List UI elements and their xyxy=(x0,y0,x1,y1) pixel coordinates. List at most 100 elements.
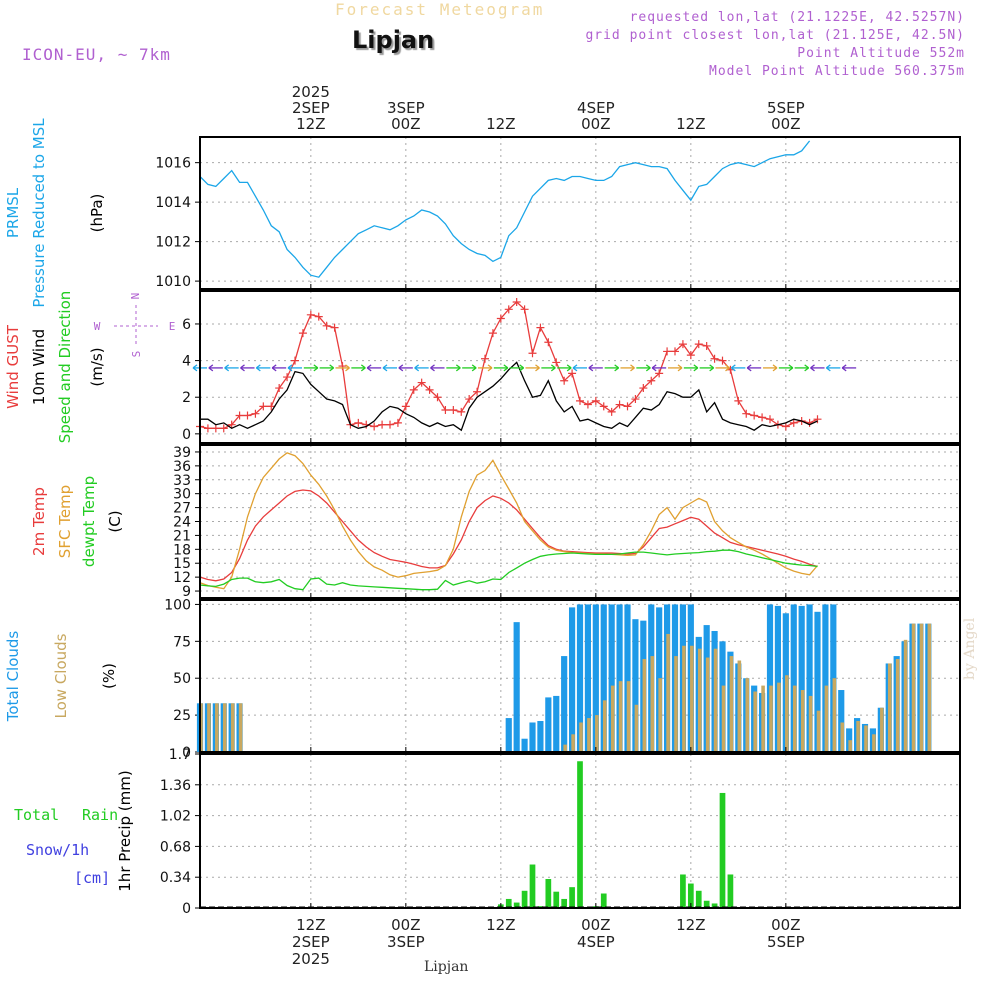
wind-direction-arrowhead-17 xyxy=(471,364,477,372)
wind-gust-marker-15 xyxy=(314,312,323,321)
wind-gust-marker-42 xyxy=(528,349,537,358)
clouds-bar-0-52 xyxy=(608,604,615,752)
clouds-bar-1-49 xyxy=(587,718,591,752)
wind-gust-marker-56 xyxy=(639,384,648,393)
pressure-label-2: (hPa) xyxy=(88,194,106,233)
wind-direction-arrowhead-27 xyxy=(630,364,635,372)
top-axis-label-0-1: 2SEP xyxy=(292,99,330,117)
precip-bar-0-15 xyxy=(680,874,686,908)
clouds-bar-1-66 xyxy=(721,685,726,752)
wind-gust-marker-61 xyxy=(678,340,687,349)
top-axis-label-3-1: 00Z xyxy=(581,115,610,133)
clouds-bar-0-41 xyxy=(521,738,528,752)
clouds-bar-1-58 xyxy=(658,678,662,752)
precip-bar-0-4 xyxy=(529,864,536,908)
model-point-altitude: Model Point Altitude 560.375m xyxy=(709,64,965,79)
clouds-bar-1-3 xyxy=(222,703,227,752)
bottom-axis-label-5-1: 5SEP xyxy=(767,933,805,951)
bottom-axis-label-1-0: 00Z xyxy=(391,916,420,934)
clouds-bar-0-78 xyxy=(814,611,821,752)
wind-gust-marker-1 xyxy=(203,424,212,433)
clouds-bar-1-69 xyxy=(745,678,750,752)
clouds-bar-1-85 xyxy=(872,734,876,752)
bottom-axis-label-3-1: 4SEP xyxy=(577,933,615,951)
clouds-bar-0-49 xyxy=(584,604,592,752)
clouds-ytick-label-3: 75 xyxy=(173,634,191,650)
wind-gust-marker-27 xyxy=(409,385,418,394)
wind-gust-marker-34 xyxy=(465,395,474,404)
wind-ytick-label-3: 6 xyxy=(182,317,191,333)
panel-wind: 0 2 4 6 Wind GUST 10m Wind Speed and Direction… xyxy=(4,290,961,444)
clouds-bar-1-54 xyxy=(626,681,631,752)
precip-bar-0-6 xyxy=(545,879,552,908)
top-axis-label-0-2: 12Z xyxy=(296,115,325,133)
bottom-axis-label-5-0: 00Z xyxy=(771,916,800,934)
precip-label-2: Snow/1h xyxy=(26,841,89,859)
compass-west: W xyxy=(94,320,101,333)
clouds-bar-0-45 xyxy=(553,695,560,752)
clouds-bar-1-73 xyxy=(777,682,781,752)
wind-gust-marker-14 xyxy=(306,310,315,319)
clouds-bar-1-67 xyxy=(729,656,734,752)
precip-label-3: [cm] xyxy=(74,869,110,887)
wind-direction-arrowhead-38 xyxy=(804,364,810,372)
temperature-label-2: dewpt Temp xyxy=(80,476,98,567)
wind-direction-arrowhead-26 xyxy=(614,364,620,372)
bottom-axis-label-4-0: 12Z xyxy=(676,916,705,934)
precip-ytick-label-1: 0.34 xyxy=(160,870,191,886)
wind-gust-marker-55 xyxy=(631,395,640,404)
wind-gust-marker-32 xyxy=(449,406,458,415)
clouds-bar-1-87 xyxy=(887,663,892,752)
top-axis-label-5-0: 5SEP xyxy=(767,99,805,117)
wind-direction-arrowhead-31 xyxy=(693,364,699,372)
wind-gust-marker-30 xyxy=(433,393,442,402)
bottom-axis-label-2-0: 12Z xyxy=(486,916,515,934)
wind-direction-arrowhead-34 xyxy=(730,364,736,372)
wind-gust-marker-17 xyxy=(330,323,339,332)
compass-north: N xyxy=(129,293,142,300)
wind-gust-marker-29 xyxy=(425,385,434,394)
precip-bar-0-19 xyxy=(711,903,718,908)
clouds-bar-1-76 xyxy=(800,690,805,752)
top-axis-label-5-1: 00Z xyxy=(771,115,800,133)
clouds-bar-1-88 xyxy=(895,659,900,752)
clouds-bar-1-91 xyxy=(919,623,924,752)
wind-direction-arrowhead-41 xyxy=(841,364,847,372)
wind-direction-arrowhead-2 xyxy=(224,364,230,372)
clouds-bar-1-84 xyxy=(864,725,868,752)
wind-gust-marker-40 xyxy=(512,297,521,306)
model-name: ICON-EU, ~ 7km xyxy=(22,45,171,64)
clouds-bar-1-48 xyxy=(579,722,583,752)
wind-direction-arrowhead-1 xyxy=(208,364,214,372)
wind-direction-arrowhead-3 xyxy=(240,364,245,372)
wind-gust-marker-60 xyxy=(671,347,679,356)
precip-frame xyxy=(199,753,961,909)
clouds-bar-0-51 xyxy=(600,604,607,752)
clouds-bar-0-47 xyxy=(568,607,576,752)
wind-direction-arrowhead-40 xyxy=(825,364,831,372)
wind-gust-marker-18 xyxy=(338,362,347,371)
clouds-bar-1-90 xyxy=(911,623,916,752)
wind-gust-marker-2 xyxy=(211,424,220,433)
pressure-line-prmsl xyxy=(199,140,811,278)
clouds-bar-1-62 xyxy=(690,645,694,752)
wind-direction-arrowhead-32 xyxy=(709,364,715,372)
wind-gust-marker-4 xyxy=(227,420,236,429)
wind-gust-marker-23 xyxy=(378,420,387,429)
wind-frame xyxy=(199,290,961,444)
wind-label-0: Wind GUST xyxy=(4,324,22,409)
wind-direction-arrowhead-37 xyxy=(788,364,794,372)
wind-gust-marker-31 xyxy=(441,406,450,415)
temperature-ytick-label-5: 24 xyxy=(173,515,191,531)
precip-bar-0-20 xyxy=(719,792,726,908)
temperature-label-0: 2m Temp xyxy=(30,487,48,556)
clouds-bar-1-70 xyxy=(753,691,757,752)
wind-gust-marker-12 xyxy=(291,356,299,365)
top-axis-label-1-0: 3SEP xyxy=(387,99,425,117)
wind-direction-arrowhead-29 xyxy=(651,364,657,372)
wind-direction-arrowhead-15 xyxy=(430,364,435,372)
compass-east: E xyxy=(169,320,176,333)
precip-bar-0-21 xyxy=(727,874,734,908)
wind-gust-marker-50 xyxy=(591,396,600,405)
wind-direction-arrowhead-8 xyxy=(329,364,335,372)
